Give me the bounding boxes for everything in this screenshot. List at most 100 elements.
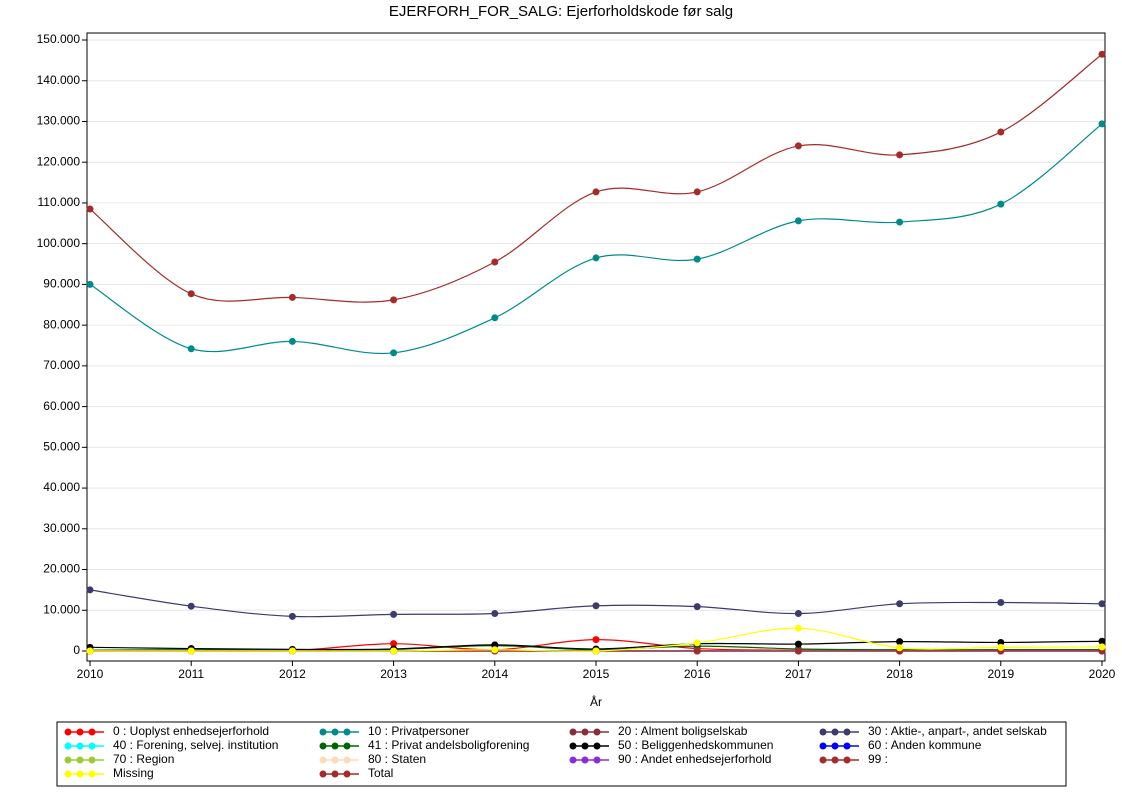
legend-label: 99 : <box>868 752 888 766</box>
data-point <box>997 599 1005 607</box>
legend-marker <box>843 742 851 750</box>
data-point <box>390 296 398 304</box>
data-point <box>187 345 195 353</box>
data-point <box>390 610 398 618</box>
legend-marker <box>569 756 577 764</box>
data-point <box>491 610 499 618</box>
legend-label: 80 : Staten <box>368 752 426 766</box>
y-tick-label: 90.000 <box>43 277 80 291</box>
legend-marker <box>319 770 327 778</box>
data-point <box>693 647 701 655</box>
legend-marker <box>76 728 84 736</box>
data-point <box>693 603 701 611</box>
y-tick-label: 70.000 <box>43 358 80 372</box>
x-tick-label: 2017 <box>785 667 812 681</box>
x-tick-label: 2010 <box>77 667 104 681</box>
x-tick-label: 2018 <box>886 667 913 681</box>
data-point <box>86 647 94 655</box>
legend-label: 50 : Beliggenhedskommunen <box>618 738 773 752</box>
x-axis-label: År <box>590 694 602 709</box>
data-point <box>491 641 499 649</box>
y-tick-label: 60.000 <box>43 399 80 413</box>
y-tick-label: 150.000 <box>37 32 81 46</box>
data-point <box>86 586 94 594</box>
legend-marker <box>819 728 827 736</box>
legend-label: 41 : Privat andelsboligforening <box>368 738 529 752</box>
data-point <box>896 151 904 159</box>
y-tick-label: 40.000 <box>43 480 80 494</box>
x-tick-label: 2014 <box>481 667 508 681</box>
data-point <box>288 293 296 301</box>
legend-marker <box>319 728 327 736</box>
data-point <box>794 624 802 632</box>
data-point <box>491 646 499 654</box>
legend-label: 20 : Alment boligselskab <box>618 724 748 738</box>
legend-marker <box>343 742 351 750</box>
x-tick-label: 2011 <box>178 667 204 681</box>
data-point <box>896 644 904 652</box>
data-point <box>1098 120 1106 128</box>
data-point <box>1098 600 1106 608</box>
data-point <box>288 612 296 620</box>
data-point <box>288 647 296 655</box>
data-point <box>592 647 600 655</box>
legend-marker <box>319 756 327 764</box>
y-tick-label: 50.000 <box>43 440 80 454</box>
legend-label: 90 : Andet enhedsejerforhold <box>618 752 771 766</box>
data-point <box>288 337 296 345</box>
data-point <box>1098 637 1106 645</box>
data-point <box>187 290 195 298</box>
legend-label: Missing <box>113 766 154 780</box>
legend-marker <box>331 742 339 750</box>
y-tick-label: 20.000 <box>43 562 80 576</box>
legend-label: 60 : Anden kommune <box>868 738 982 752</box>
y-tick-label: 80.000 <box>43 317 80 331</box>
legend-marker <box>843 756 851 764</box>
legend-box <box>56 721 1067 787</box>
legend-marker <box>593 756 601 764</box>
legend-marker <box>331 756 339 764</box>
y-tick-label: 10.000 <box>43 602 80 616</box>
data-point <box>390 349 398 357</box>
legend-marker <box>819 756 827 764</box>
legend-marker <box>581 728 589 736</box>
data-point <box>390 647 398 655</box>
legend-marker <box>64 770 72 778</box>
y-tick-label: 110.000 <box>38 195 81 209</box>
data-point <box>592 602 600 610</box>
y-tick-label: 0 <box>73 643 80 657</box>
legend-marker <box>569 728 577 736</box>
data-point <box>896 600 904 608</box>
legend-label: 10 : Privatpersoner <box>368 724 469 738</box>
legend-marker <box>88 742 96 750</box>
data-point <box>86 205 94 213</box>
legend-marker <box>343 728 351 736</box>
legend-marker <box>593 728 601 736</box>
legend-marker <box>593 742 601 750</box>
data-point <box>592 254 600 262</box>
legend-marker <box>64 756 72 764</box>
legend-label: 70 : Region <box>113 752 174 766</box>
data-point <box>896 638 904 646</box>
data-point <box>491 314 499 322</box>
legend-marker <box>831 742 839 750</box>
data-point <box>592 188 600 196</box>
data-point <box>187 647 195 655</box>
y-tick-label: 140.000 <box>37 73 81 87</box>
data-point <box>997 638 1005 646</box>
legend-marker <box>581 742 589 750</box>
legend-marker <box>569 742 577 750</box>
data-point <box>997 643 1005 651</box>
y-tick-label: 120.000 <box>37 154 81 168</box>
data-point <box>1098 50 1106 58</box>
plot-frame <box>86 32 1106 662</box>
data-point <box>187 602 195 610</box>
legend-marker <box>64 742 72 750</box>
legend-label: 30 : Aktie-, anpart-, andet selskab <box>868 724 1047 738</box>
data-point <box>794 640 802 648</box>
x-tick-label: 2020 <box>1089 667 1116 681</box>
y-tick-label: 30.000 <box>43 521 80 535</box>
legend-marker <box>831 728 839 736</box>
data-point <box>997 200 1005 208</box>
